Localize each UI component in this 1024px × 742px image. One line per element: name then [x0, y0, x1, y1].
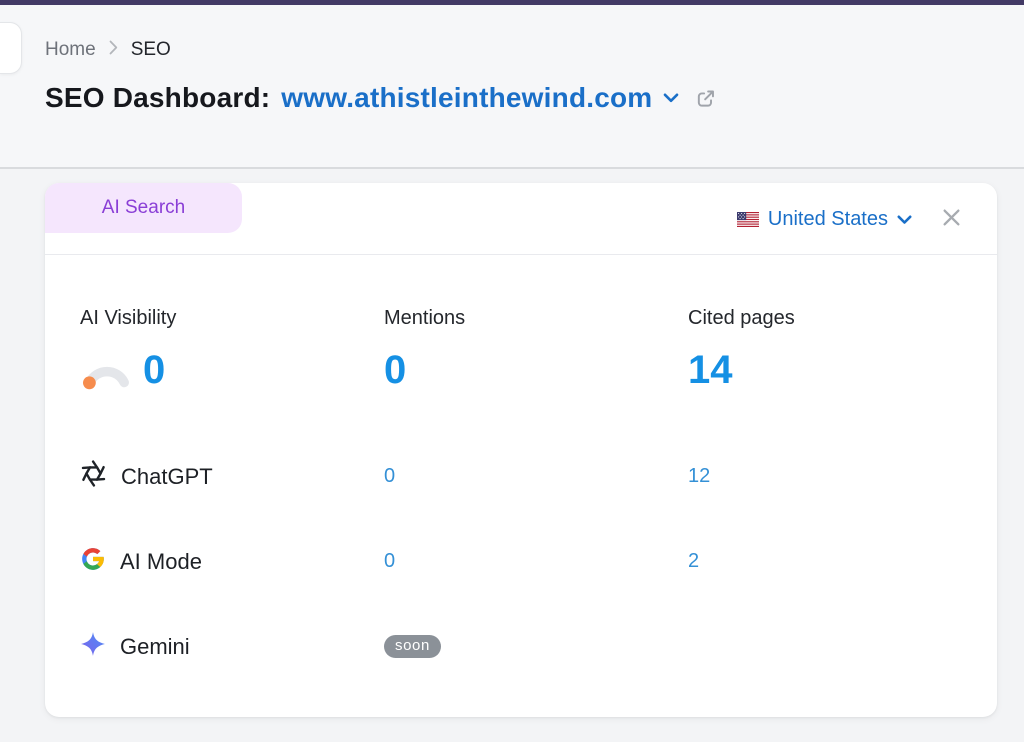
widget-header-controls: United States: [736, 183, 961, 255]
external-link-icon[interactable]: [694, 87, 717, 110]
close-icon: [942, 208, 961, 230]
widget-header: AI Search: [45, 183, 997, 255]
project-domain-link[interactable]: www.athistleinthewind.com: [281, 82, 653, 113]
chevron-right-icon: [109, 39, 118, 61]
breadcrumb-home-link[interactable]: Home: [45, 39, 96, 60]
domain-chevron-down-icon[interactable]: [663, 93, 679, 103]
breadcrumb-current: SEO: [130, 39, 171, 60]
table-row-gemini: Gemini soon: [80, 604, 962, 689]
status-badge-soon: soon: [384, 635, 441, 658]
stat-ai-visibility: AI Visibility 0: [80, 307, 384, 394]
stat-label: Mentions: [384, 307, 466, 329]
visibility-gauge-icon: [80, 346, 134, 395]
platform-cell: Gemini: [80, 631, 384, 663]
ai-mode-cited-value[interactable]: 2: [688, 550, 700, 572]
page-title-text: SEO Dashboard:: [45, 82, 271, 113]
platform-name: Gemini: [120, 633, 190, 659]
platform-name: ChatGPT: [121, 463, 213, 489]
stat-mentions: Mentions 0: [384, 307, 688, 394]
table-row-ai-mode: AI Mode 0 2: [80, 519, 962, 604]
country-selector[interactable]: United States: [736, 207, 912, 231]
widget-body: AI Visibility 0 Mentions: [45, 255, 997, 689]
platform-cell: ChatGPT: [80, 460, 384, 493]
cited-pages-value[interactable]: 14: [688, 348, 733, 392]
tab-ai-search[interactable]: AI Search: [45, 183, 242, 233]
chatgpt-logo-icon: [80, 460, 107, 493]
close-widget-button[interactable]: [942, 208, 961, 230]
platform-rows: ChatGPT 0 12: [80, 434, 962, 689]
tab-ai-search-label: AI Search: [101, 197, 186, 218]
country-selector-label: United States: [767, 207, 888, 230]
chatgpt-mentions-value[interactable]: 0: [384, 465, 396, 487]
stat-label: Cited pages: [688, 307, 795, 329]
page-title: SEO Dashboard: www.athistleinthewind.com: [45, 82, 1024, 114]
mentions-value[interactable]: 0: [384, 348, 407, 392]
ai-search-widget-card: AI Search: [45, 183, 997, 717]
top-accent-bar: [0, 0, 1024, 5]
google-logo-icon: [80, 546, 106, 578]
platform-name: AI Mode: [120, 548, 202, 574]
gemini-logo-icon: [80, 631, 106, 663]
breadcrumb: Home SEO: [45, 5, 1024, 61]
us-flag-icon: [736, 211, 759, 227]
page-header: Home SEO SEO Dashboard: www.athistleinth…: [0, 5, 1024, 169]
stat-label: AI Visibility: [80, 307, 177, 329]
left-edge-panel-notch: [0, 22, 22, 74]
stats-summary: AI Visibility 0 Mentions: [80, 307, 962, 394]
platform-cell: AI Mode: [80, 546, 384, 578]
ai-mode-mentions-value[interactable]: 0: [384, 550, 396, 572]
table-row-chatgpt: ChatGPT 0 12: [80, 434, 962, 519]
ai-visibility-value[interactable]: 0: [143, 348, 166, 392]
country-chevron-down-icon: [897, 208, 912, 231]
stat-cited-pages: Cited pages 14: [688, 307, 962, 394]
page-content: AI Search: [0, 169, 1024, 717]
chatgpt-cited-value[interactable]: 12: [688, 465, 711, 487]
